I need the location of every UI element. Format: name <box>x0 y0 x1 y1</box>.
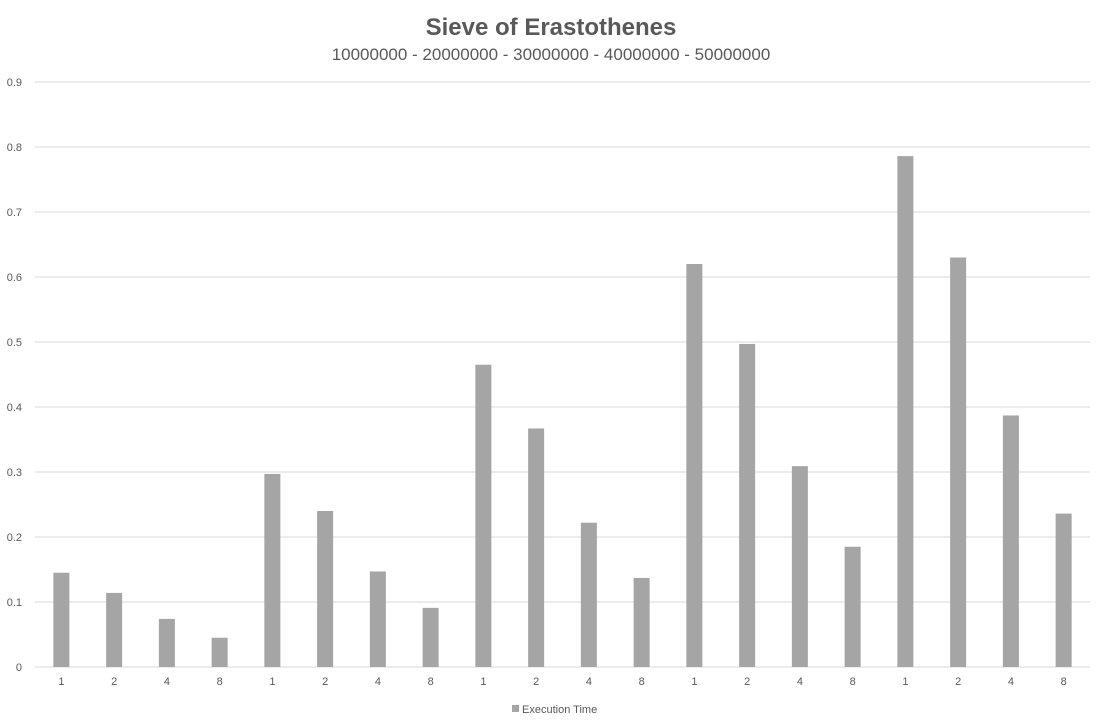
bar[interactable] <box>264 473 281 667</box>
x-tick-label: 2 <box>533 676 539 688</box>
x-tick-label: 4 <box>586 676 592 688</box>
x-tick-label: 8 <box>850 676 856 688</box>
y-tick-label: 0.3 <box>7 467 22 479</box>
x-tick-label: 8 <box>428 676 434 688</box>
y-tick-label: 0.4 <box>7 402 22 414</box>
y-tick-label: 0.9 <box>7 77 22 89</box>
bar[interactable] <box>53 572 70 667</box>
bar[interactable] <box>633 577 650 667</box>
bar[interactable] <box>369 571 386 667</box>
bar[interactable] <box>791 466 808 667</box>
x-tick-label: 2 <box>744 676 750 688</box>
bar[interactable] <box>106 592 123 667</box>
bar[interactable] <box>950 257 967 668</box>
x-tick-label: 1 <box>269 676 275 688</box>
bar[interactable] <box>580 522 597 667</box>
y-tick-label: 0.2 <box>7 532 22 544</box>
x-tick-label: 4 <box>1008 676 1014 688</box>
bar[interactable] <box>158 618 175 667</box>
y-axis-ticks: 0 0.1 0.2 0.3 0.4 0.5 0.6 0.7 0.8 0.9 <box>7 77 22 674</box>
chart-title: Sieve of Erastothenes <box>426 14 677 41</box>
bar[interactable] <box>211 637 228 667</box>
y-tick-label: 0 <box>16 662 22 674</box>
x-tick-label: 8 <box>639 676 645 688</box>
x-tick-label: 1 <box>58 676 64 688</box>
x-tick-label: 4 <box>375 676 381 688</box>
y-tick-label: 0.1 <box>7 597 22 609</box>
x-tick-label: 2 <box>111 676 117 688</box>
gridlines <box>35 81 1090 668</box>
x-tick-label: 1 <box>902 676 908 688</box>
x-tick-label: 8 <box>1061 676 1067 688</box>
x-tick-label: 8 <box>217 676 223 688</box>
bar[interactable] <box>317 511 334 667</box>
bars <box>53 156 1072 668</box>
x-tick-label: 1 <box>480 676 486 688</box>
y-tick-label: 0.5 <box>7 337 22 349</box>
bar[interactable] <box>422 607 439 667</box>
bar[interactable] <box>1002 415 1019 667</box>
legend-label: Execution Time <box>522 704 597 716</box>
bar[interactable] <box>1055 513 1072 667</box>
x-tick-label: 4 <box>164 676 170 688</box>
chart-subtitle: 10000000 - 20000000 - 30000000 - 4000000… <box>332 45 771 64</box>
bar[interactable] <box>897 156 914 667</box>
legend-swatch <box>512 705 519 712</box>
y-tick-label: 0.6 <box>7 272 22 284</box>
legend[interactable]: Execution Time <box>512 704 597 716</box>
x-tick-label: 4 <box>797 676 803 688</box>
x-tick-label: 2 <box>955 676 961 688</box>
y-tick-label: 0.8 <box>7 142 22 154</box>
bar[interactable] <box>528 428 545 667</box>
x-tick-label: 2 <box>322 676 328 688</box>
bar[interactable] <box>686 264 703 667</box>
bar[interactable] <box>844 546 861 667</box>
bar[interactable] <box>739 343 756 667</box>
bar[interactable] <box>475 364 492 667</box>
x-tick-label: 1 <box>691 676 697 688</box>
y-tick-label: 0.7 <box>7 207 22 219</box>
